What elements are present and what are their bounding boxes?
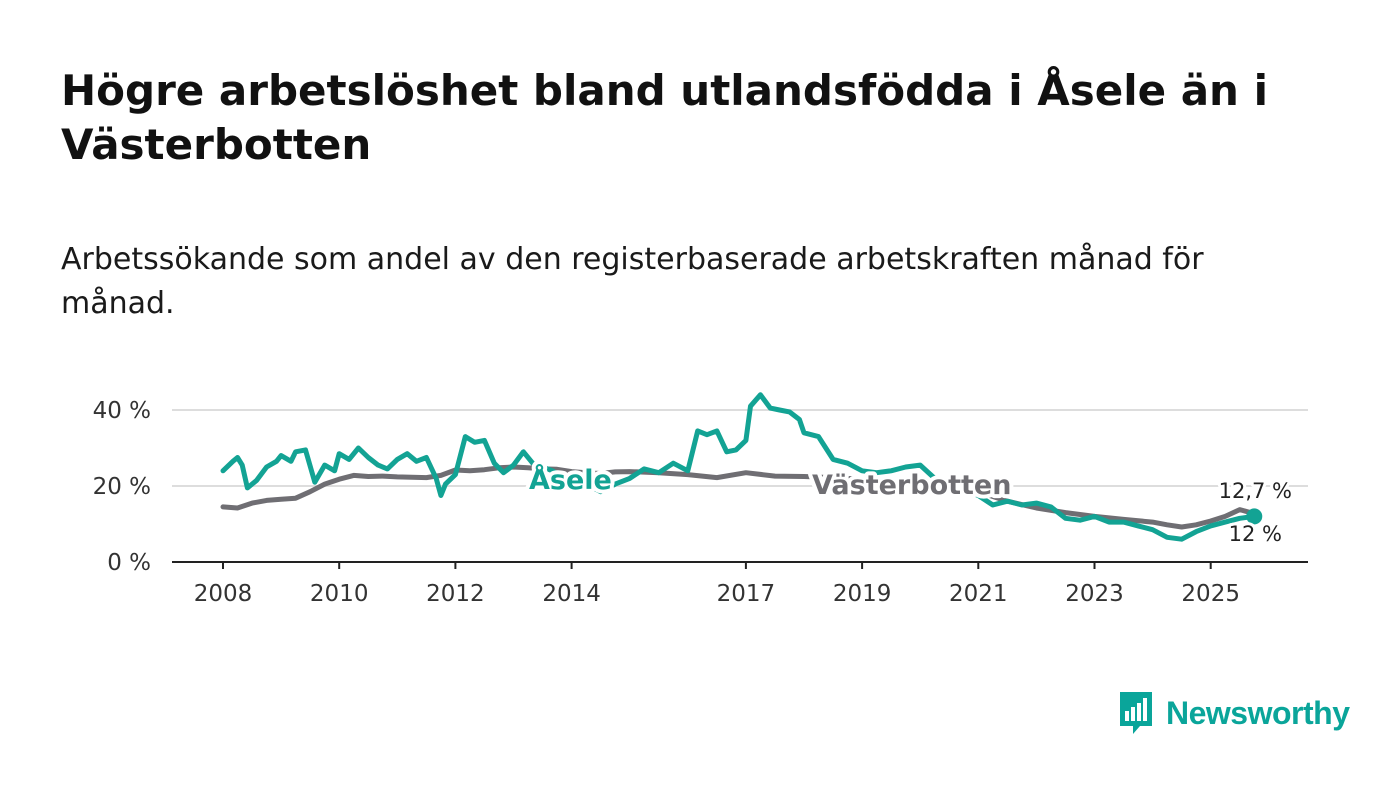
series-line-asele xyxy=(220,392,1257,542)
label-layer: Åsele Västerbotten 12,7 % 12 % xyxy=(525,460,1295,549)
grid-layer xyxy=(172,409,1308,487)
x-tick-label: 2023 xyxy=(1065,581,1124,607)
y-tick-label: 20 % xyxy=(93,474,151,500)
x-tick-label: 2012 xyxy=(426,581,485,607)
x-tick-label: 2014 xyxy=(542,581,601,607)
series-label-vasterbotten: Västerbotten xyxy=(812,470,1011,501)
newsworthy-logo: Newsworthy xyxy=(1118,690,1350,736)
asele-end-point xyxy=(1246,508,1263,525)
y-tick-label: 0 % xyxy=(107,550,151,576)
y-tick-label: 40 % xyxy=(93,398,151,424)
bar-chart-speech-bubble-icon xyxy=(1120,692,1152,734)
series-layer xyxy=(220,392,1257,542)
brand-name: Newsworthy xyxy=(1166,694,1350,731)
chart-subtitle: Arbetssökande som andel av den registerb… xyxy=(61,242,1204,321)
chart-title: Högre arbetslöshet bland utlandsfödda i … xyxy=(61,66,1268,169)
end-label-vasterbotten: 12,7 % xyxy=(1219,479,1292,503)
line-chart: 0 % 20 % 40 % 2008 2010 2012 2014 2017 2019 2021 2… xyxy=(93,392,1308,607)
end-label-asele: 12 % xyxy=(1229,522,1282,546)
x-tick-label: 2017 xyxy=(717,581,776,607)
x-tick-label: 2008 xyxy=(194,581,253,607)
series-label-asele: Åsele xyxy=(529,464,612,496)
x-tick-label: 2010 xyxy=(310,581,369,607)
x-tick-label: 2025 xyxy=(1181,581,1240,607)
x-tick-label: 2021 xyxy=(949,581,1008,607)
axis-layer: 0 % 20 % 40 % 2008 2010 2012 2014 2017 2019 2021 2… xyxy=(93,398,1308,607)
x-tick-label: 2019 xyxy=(833,581,892,607)
